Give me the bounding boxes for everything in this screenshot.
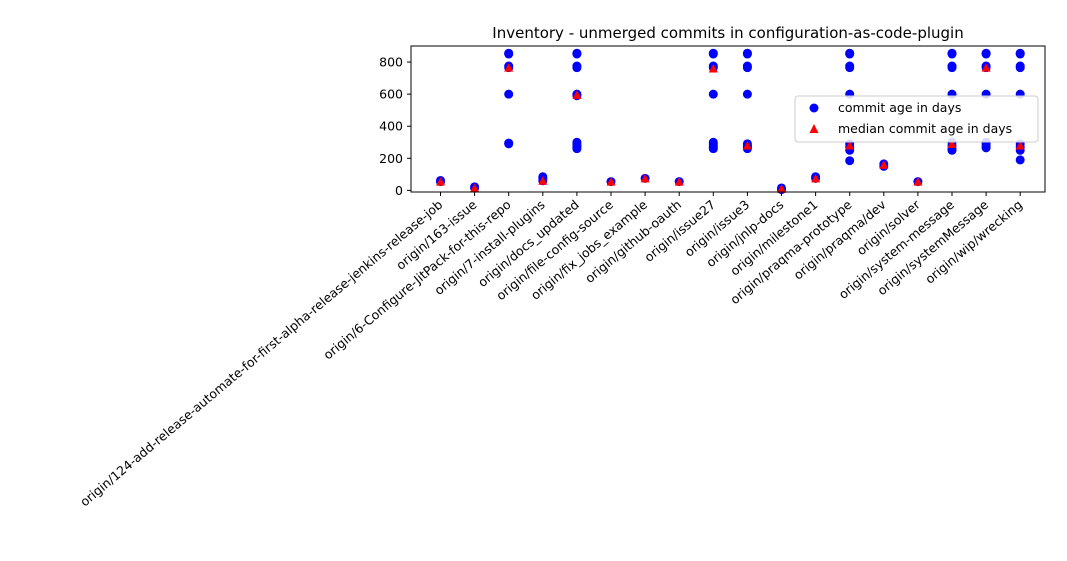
median-commit-age-point xyxy=(811,173,821,183)
median-commit-age-point xyxy=(742,140,752,150)
commit-age-point xyxy=(947,61,957,71)
median-commit-age-point xyxy=(845,140,855,150)
commit-age-point xyxy=(845,61,855,71)
y-tick-label: 400 xyxy=(379,119,403,134)
commit-age-point xyxy=(845,156,855,166)
commit-age-point xyxy=(947,48,957,58)
commit-age-point xyxy=(981,48,991,58)
x-axis: origin/124-add-release-automate-for-firs… xyxy=(77,192,1025,509)
median-commit-age-point xyxy=(538,176,548,185)
commit-age-point xyxy=(708,48,718,58)
median-commit-age-point xyxy=(879,160,889,169)
commit-age-point xyxy=(572,137,582,147)
median-commit-age-point xyxy=(708,63,718,73)
commit-age-point xyxy=(708,89,718,99)
commit-age-point xyxy=(572,48,582,58)
commit-age-point xyxy=(845,48,855,58)
y-axis: 0 200 400 600 800 xyxy=(379,55,411,198)
median-commit-age-point xyxy=(504,63,514,72)
median-commit-age-point xyxy=(777,184,786,193)
commit-age-point xyxy=(504,48,514,58)
commit-age-point xyxy=(708,137,718,147)
commit-age-point xyxy=(742,89,752,99)
y-tick-label: 800 xyxy=(379,55,403,70)
commit-age-point xyxy=(572,61,582,71)
legend-median-marker xyxy=(809,124,819,133)
legend-frame xyxy=(794,95,1039,143)
commit-age-point xyxy=(742,48,752,58)
legend-median-label: median commit age in days xyxy=(838,121,1012,136)
commit-age-point xyxy=(1015,48,1025,58)
legend: commit age in days median commit age in … xyxy=(794,95,1039,143)
commit-age-point xyxy=(504,138,514,148)
commit-age-point xyxy=(1015,155,1025,165)
commit-age-point xyxy=(1015,61,1025,71)
median-commit-age-point xyxy=(640,173,650,183)
x-tick-label: origin/124-add-release-automate-for-firs… xyxy=(77,197,445,510)
median-commit-age-point xyxy=(674,177,684,186)
median-commit-age-point xyxy=(470,183,480,192)
y-tick-label: 600 xyxy=(379,87,403,102)
y-tick-label: 200 xyxy=(379,151,403,166)
y-tick-label: 0 xyxy=(395,183,403,198)
commit-age-point xyxy=(742,61,752,71)
median-commit-age-point xyxy=(981,63,991,72)
legend-commit-age-label: commit age in days xyxy=(838,100,961,115)
median-commit-age-point xyxy=(572,90,582,99)
median-commit-age-point xyxy=(436,177,445,186)
median-commit-age-point xyxy=(913,177,923,186)
median-commit-age-point xyxy=(947,139,957,148)
median-commit-age-point xyxy=(606,177,616,186)
median-commit-age-point xyxy=(1015,140,1025,150)
plot-area xyxy=(410,45,1046,193)
legend-commit-age-marker xyxy=(809,103,819,113)
commit-age-point xyxy=(504,89,514,99)
chart-title: Inventory - unmerged commits in configur… xyxy=(492,24,963,42)
